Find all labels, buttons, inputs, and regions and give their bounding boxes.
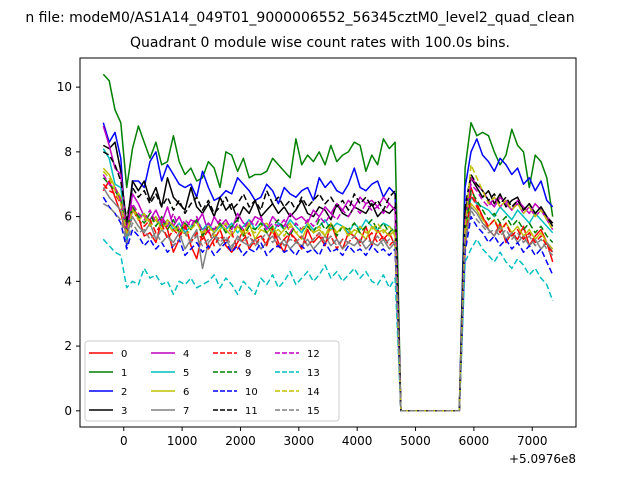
x-tick-label: 0 (120, 434, 128, 448)
y-tick-label: 8 (64, 145, 72, 159)
series-line-9 (102, 177, 554, 412)
legend-label-15: 15 (307, 406, 320, 417)
legend-label-3: 3 (121, 406, 127, 417)
x-axis-ticks: 0 1000 2000 3000 4000 5000 6000 7000 (120, 427, 548, 448)
series-line-15 (102, 203, 554, 412)
series-layer (102, 73, 554, 412)
x-tick-label: 2000 (225, 434, 256, 448)
legend-label-12: 12 (307, 349, 320, 360)
legend-label-0: 0 (121, 349, 127, 360)
legend-label-13: 13 (307, 368, 320, 379)
y-axis-ticks: 0 2 4 6 8 10 (57, 80, 80, 418)
x-tick-label: 3000 (284, 434, 315, 448)
series-line-11 (102, 151, 554, 412)
series-line-2 (102, 122, 554, 412)
x-tick-label: 1000 (167, 434, 198, 448)
series-line-7 (102, 187, 554, 412)
legend-label-2: 2 (121, 387, 127, 398)
x-tick-label: 4000 (342, 434, 373, 448)
legend-label-14: 14 (307, 387, 320, 398)
x-axis-offset-label: +5.0976e8 (509, 452, 576, 466)
y-tick-label: 0 (64, 404, 72, 418)
legend-label-11: 11 (245, 406, 258, 417)
x-tick-label: 6000 (459, 434, 490, 448)
series-line-5 (102, 148, 554, 412)
legend-label-9: 9 (245, 368, 251, 379)
series-line-6 (102, 167, 554, 412)
chart-title: Quadrant 0 module wise count rates with … (130, 35, 510, 51)
legend-label-6: 6 (183, 387, 189, 398)
axes-frame (79, 57, 577, 428)
y-tick-label: 4 (64, 274, 72, 288)
x-tick-label: 5000 (400, 434, 431, 448)
legend-label-4: 4 (183, 349, 189, 360)
x-tick-label: 7000 (517, 434, 548, 448)
legend-label-10: 10 (245, 387, 258, 398)
suptitle-text: n file: modeM0/AS1A14_049T01_9000006552_… (25, 10, 575, 26)
series-line-1 (102, 73, 554, 412)
y-tick-label: 6 (64, 210, 72, 224)
legend-label-7: 7 (183, 406, 189, 417)
legend-label-5: 5 (183, 368, 189, 379)
figure-suptitle: n file: modeM0/AS1A14_049T01_9000006552_… (0, 10, 640, 30)
series-line-14 (102, 164, 554, 412)
y-tick-label: 10 (57, 80, 72, 94)
legend-box (84, 340, 340, 422)
legend-label-1: 1 (121, 368, 127, 379)
y-tick-label: 2 (64, 339, 72, 353)
legend-label-8: 8 (245, 349, 251, 360)
